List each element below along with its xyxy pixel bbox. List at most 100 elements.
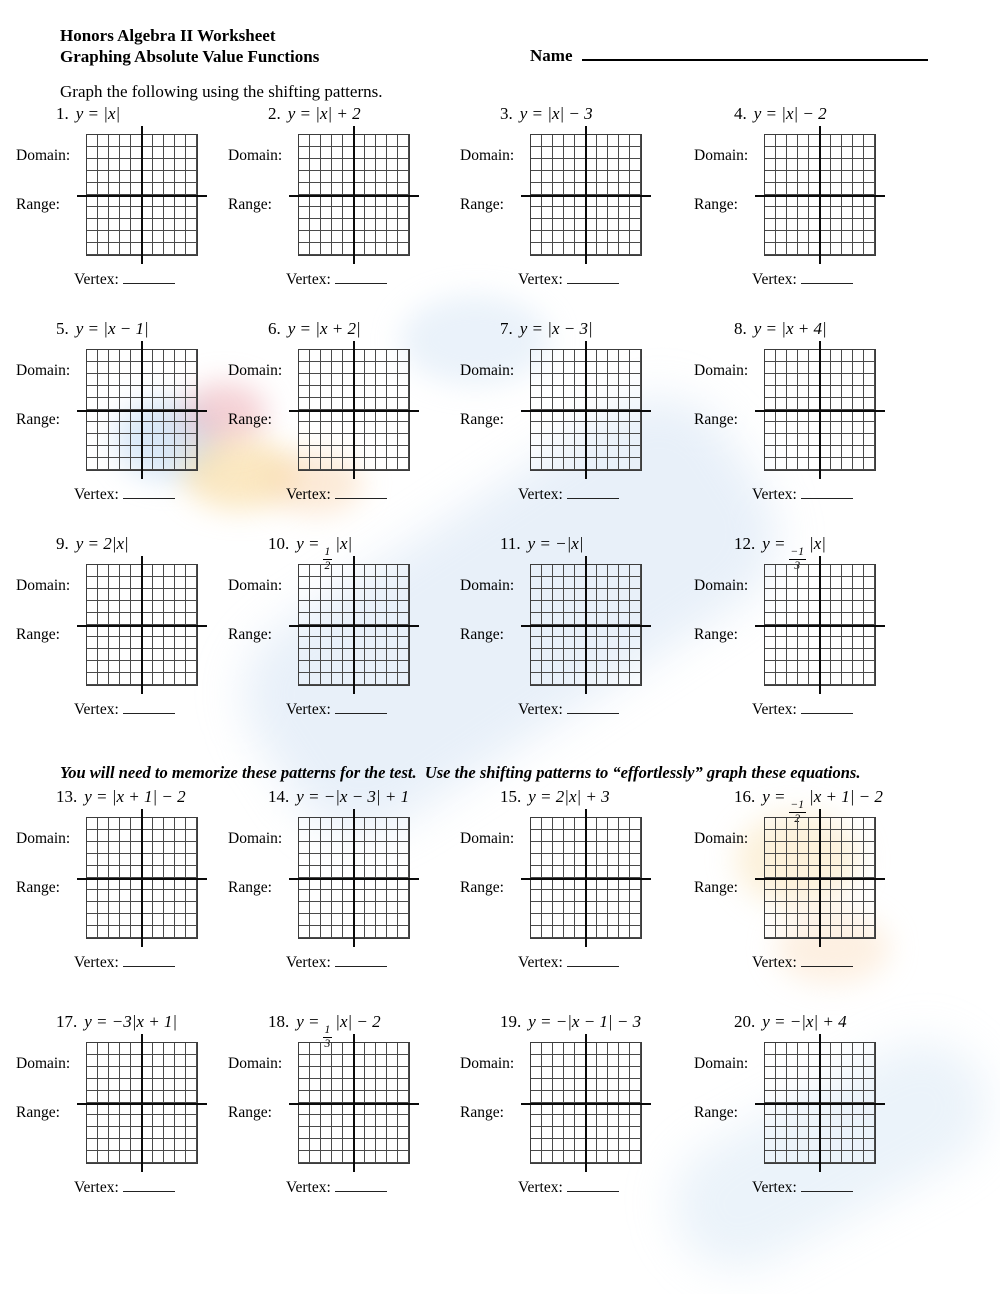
x-axis-line <box>77 410 207 413</box>
equation-pre: y = |x| + 2 <box>287 104 361 124</box>
vertex-label: Vertex: <box>74 1179 119 1197</box>
problem-number: 18. <box>268 1012 290 1032</box>
equation-pre: y = |x + 4| <box>753 319 827 339</box>
vertex-field: Vertex: <box>286 701 460 719</box>
domain-label: Domain: <box>694 362 749 380</box>
graph-area <box>521 126 651 265</box>
problem-cell: 19. y = −|x − 1| − 3 Domain: Range: Verte… <box>460 1012 694 1237</box>
vertex-field: Vertex: <box>286 1179 460 1197</box>
vertex-label: Vertex: <box>286 486 331 504</box>
domain-label: Domain: <box>16 830 71 848</box>
graph-area <box>755 1034 885 1173</box>
problem-cell: 15. y = 2|x| + 3 Domain: Range: Vertex: <box>460 787 694 1012</box>
range-label: Range: <box>694 411 738 429</box>
x-axis-line <box>521 1103 651 1106</box>
domain-label: Domain: <box>694 577 749 595</box>
graph-area <box>289 341 419 480</box>
vertex-blank-line <box>566 955 619 968</box>
problem-number: 20. <box>734 1012 756 1032</box>
vertex-blank-line <box>334 955 387 968</box>
x-axis-line <box>521 410 651 413</box>
equation-pre: y = −|x| + 4 <box>762 1012 847 1032</box>
domain-label: Domain: <box>16 362 71 380</box>
equation-pre: y = |x| <box>75 104 121 124</box>
vertex-field: Vertex: <box>752 1179 928 1197</box>
vertex-field: Vertex: <box>286 486 460 504</box>
problem-equation: 17. y = −3|x + 1| <box>56 1012 228 1034</box>
vertex-label: Vertex: <box>74 954 119 972</box>
vertex-label: Vertex: <box>752 271 797 289</box>
equation-pre: y = 2|x| <box>75 534 129 554</box>
vertex-field: Vertex: <box>518 1179 694 1197</box>
equation-post: |x| − 2 <box>335 1012 381 1032</box>
vertex-label: Vertex: <box>518 271 563 289</box>
graph-area <box>289 1034 419 1173</box>
graph-area <box>521 1034 651 1173</box>
vertex-field: Vertex: <box>286 271 460 289</box>
problem-equation: 10.y =12|x| <box>268 534 460 571</box>
vertex-field: Vertex: <box>286 954 460 972</box>
domain-label: Domain: <box>228 362 283 380</box>
x-axis-line <box>77 195 207 198</box>
problem-equation: 11. y = −|x| <box>500 534 694 556</box>
graph-area <box>77 809 207 948</box>
problem-equation: 12.y =−13|x| <box>734 534 928 571</box>
problem-cell: 11. y = −|x| Domain: Range: Vertex: <box>460 534 694 749</box>
name-field: Name <box>530 46 929 66</box>
vertex-field: Vertex: <box>74 954 228 972</box>
vertex-blank-line <box>800 487 853 500</box>
graph-area <box>289 809 419 948</box>
problem-cell: 1. y = |x| Domain: Range: Vertex: <box>16 104 228 319</box>
problem-equation: 3. y = |x| − 3 <box>500 104 694 126</box>
problem-equation: 15. y = 2|x| + 3 <box>500 787 694 809</box>
range-label: Range: <box>460 626 504 644</box>
equation-post: |x + 1| − 2 <box>809 787 883 807</box>
name-blank-line <box>582 46 929 61</box>
problem-equation: 8. y = |x + 4| <box>734 319 928 341</box>
x-axis-line <box>755 1103 885 1106</box>
range-label: Range: <box>460 879 504 897</box>
vertex-blank-line <box>800 702 853 715</box>
vertex-label: Vertex: <box>752 1179 797 1197</box>
problem-number: 10. <box>268 534 290 554</box>
vertex-field: Vertex: <box>518 954 694 972</box>
equation-pre: y = <box>296 1012 320 1032</box>
range-label: Range: <box>228 1104 272 1122</box>
problem-number: 19. <box>500 1012 522 1032</box>
vertex-field: Vertex: <box>518 701 694 719</box>
x-axis-line <box>77 878 207 881</box>
domain-label: Domain: <box>460 362 515 380</box>
range-label: Range: <box>16 879 60 897</box>
domain-label: Domain: <box>460 830 515 848</box>
problem-number: 4. <box>734 104 747 124</box>
vertex-blank-line <box>334 702 387 715</box>
problem-equation: 7. y = |x − 3| <box>500 319 694 341</box>
range-label: Range: <box>16 1104 60 1122</box>
x-axis-line <box>755 878 885 881</box>
vertex-field: Vertex: <box>518 486 694 504</box>
problem-number: 16. <box>734 787 756 807</box>
vertex-label: Vertex: <box>518 486 563 504</box>
equation-pre: y = 2|x| + 3 <box>528 787 610 807</box>
problem-equation: 1. y = |x| <box>56 104 228 126</box>
problem-number: 5. <box>56 319 69 339</box>
equation-pre: y = |x + 1| − 2 <box>84 787 186 807</box>
problem-equation: 2. y = |x| + 2 <box>268 104 460 126</box>
problem-number: 6. <box>268 319 281 339</box>
problem-cell: 20. y = −|x| + 4 Domain: Range: Vertex: <box>694 1012 928 1237</box>
vertex-label: Vertex: <box>752 701 797 719</box>
vertex-blank-line <box>800 1180 853 1193</box>
problem-number: 8. <box>734 319 747 339</box>
range-label: Range: <box>694 1104 738 1122</box>
graph-area <box>755 341 885 480</box>
vertex-label: Vertex: <box>752 486 797 504</box>
problem-number: 3. <box>500 104 513 124</box>
equation-pre: y = |x + 2| <box>287 319 361 339</box>
graph-area <box>521 809 651 948</box>
x-axis-line <box>289 878 419 881</box>
vertex-field: Vertex: <box>74 701 228 719</box>
vertex-blank-line <box>122 1180 175 1193</box>
vertex-label: Vertex: <box>286 954 331 972</box>
problem-cell: 17. y = −3|x + 1| Domain: Range: Vertex: <box>16 1012 228 1237</box>
domain-label: Domain: <box>694 147 749 165</box>
